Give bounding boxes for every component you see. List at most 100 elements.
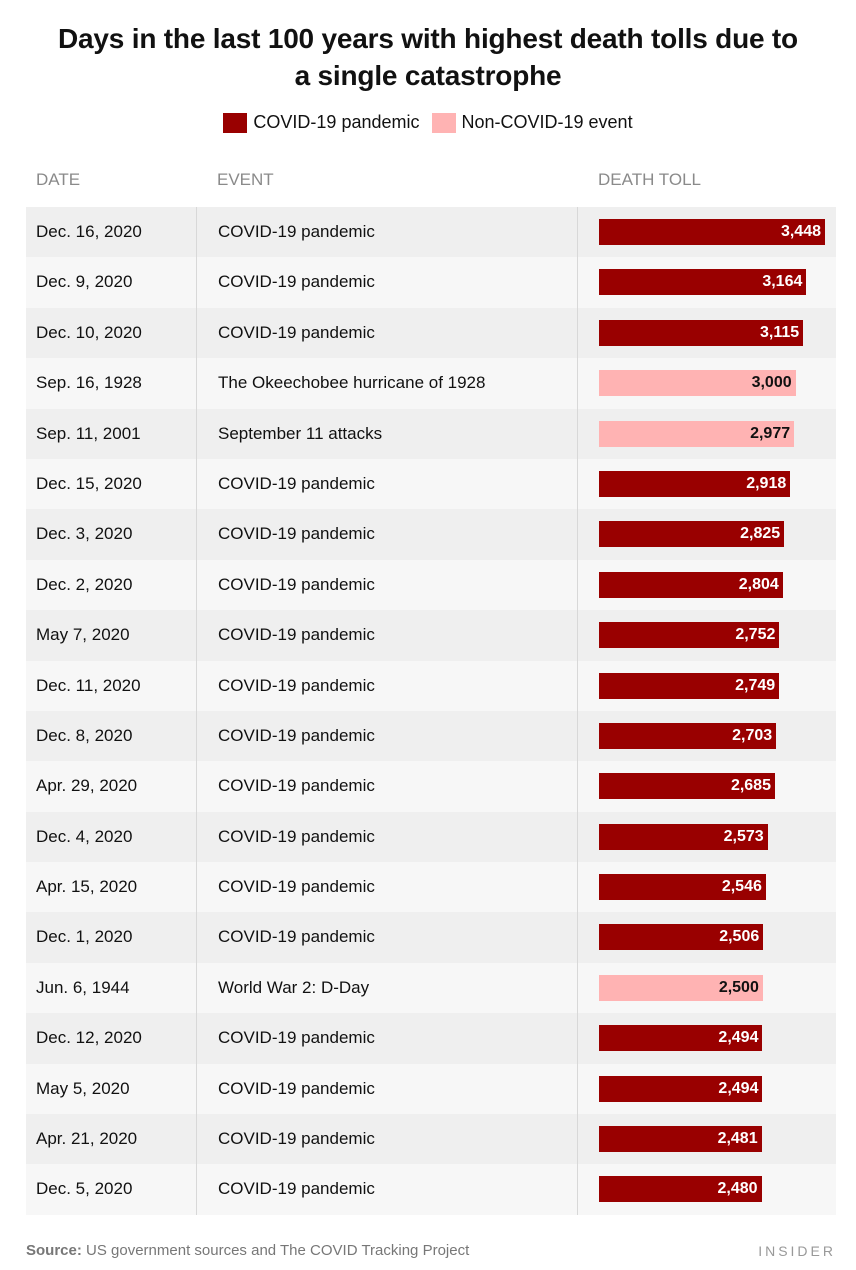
- row-event: COVID-19 pandemic: [218, 222, 375, 241]
- row-date: Apr. 15, 2020: [36, 877, 138, 897]
- row-event: World War 2: D-Day: [218, 977, 370, 997]
- row-event: COVID-19 pandemic: [218, 1129, 375, 1149]
- legend-label-covid: COVID-19 pandemic: [253, 112, 420, 132]
- row-date: Dec. 1, 2020: [36, 927, 133, 947]
- table-row: Dec. 15, 2020 COVID-19 pandemic 2,918: [26, 458, 836, 510]
- row-date: Dec. 2, 2020: [36, 574, 133, 594]
- row-event: COVID-19 pandemic: [218, 625, 375, 645]
- row-date: Dec. 5, 2020: [36, 1179, 133, 1199]
- source-note: Source: US government sources and The CO…: [26, 1242, 469, 1259]
- row-date: Dec. 11, 2020: [36, 675, 141, 695]
- column-headers: DATE EVENT DEATH TOLL: [0, 170, 856, 196]
- bar-value-label: 2,977: [750, 424, 791, 442]
- data-table: Dec. 16, 2020 COVID-19 pandemic 3,448 Dec. …: [26, 207, 836, 1215]
- bar-value-label: 3,115: [760, 323, 800, 341]
- row-date: May 7, 2020: [36, 625, 130, 645]
- row-event: COVID-19 pandemic: [218, 322, 375, 342]
- row-date: Sep. 11, 2001: [36, 423, 141, 443]
- table-row: May 5, 2020 COVID-19 pandemic 2,494: [26, 1063, 836, 1115]
- row-event: COVID-19 pandemic: [218, 826, 375, 846]
- bar: 2,494: [599, 1075, 763, 1102]
- chart-title: Days in the last 100 years with highest …: [0, 20, 856, 94]
- table-row: Dec. 2, 2020 COVID-19 pandemic 2,804: [26, 559, 836, 611]
- bar-value-label: 2,918: [746, 474, 787, 492]
- table-row: Dec. 8, 2020 COVID-19 pandemic 2,703: [26, 710, 836, 762]
- table-row: Dec. 11, 2020 COVID-19 pandemic 2,749: [26, 660, 836, 711]
- row-event: COVID-19 pandemic: [218, 574, 375, 594]
- column-header-event: EVENT: [217, 170, 274, 189]
- table-row: Sep. 11, 2001 September 11 attacks 2,977: [26, 408, 836, 459]
- legend-swatch-covid: [223, 112, 248, 133]
- row-date: Apr. 21, 2020: [36, 1129, 138, 1149]
- bar-value-label: 2,546: [721, 878, 762, 896]
- table-row: Apr. 21, 2020 COVID-19 pandemic 2,481: [26, 1114, 836, 1165]
- row-event: COVID-19 pandemic: [218, 1078, 375, 1098]
- row-event: COVID-19 pandemic: [218, 1028, 375, 1048]
- bar-value-label: 2,506: [719, 928, 760, 946]
- row-date: Dec. 10, 2020: [36, 322, 142, 342]
- row-date: Dec. 16, 2020: [36, 222, 142, 241]
- bar-value-label: 2,573: [723, 827, 764, 845]
- bar-value-label: 3,000: [751, 374, 792, 392]
- bar: 2,804: [599, 571, 783, 598]
- row-event: The Okeechobee hurricane of 1928: [218, 373, 486, 393]
- legend-label-non-covid: Non-COVID-19 event: [461, 112, 633, 132]
- bar: 2,918: [599, 470, 791, 497]
- bar: 2,494: [599, 1025, 763, 1052]
- source-label: Source:: [26, 1242, 82, 1259]
- bar: 2,752: [599, 622, 780, 649]
- row-event: COVID-19 pandemic: [218, 272, 375, 292]
- table-row: Apr. 29, 2020 COVID-19 pandemic 2,685: [26, 761, 836, 812]
- table-row: Dec. 16, 2020 COVID-19 pandemic 3,448: [26, 207, 836, 258]
- bar: 2,977: [599, 420, 795, 447]
- row-event: COVID-19 pandemic: [218, 725, 375, 745]
- table-row: Apr. 15, 2020 COVID-19 pandemic 2,546: [26, 862, 836, 913]
- row-date: May 5, 2020: [36, 1078, 130, 1098]
- bar-value-label: 2,685: [730, 777, 771, 795]
- bar: 2,506: [599, 924, 764, 951]
- column-header-date: DATE: [36, 170, 81, 189]
- column-divider-1: [196, 207, 197, 1215]
- row-date: Dec. 8, 2020: [36, 725, 133, 745]
- legend-item-covid: COVID-19 pandemic: [223, 112, 420, 133]
- bar: 2,703: [599, 722, 777, 749]
- row-date: Dec. 4, 2020: [36, 826, 133, 846]
- row-date: Dec. 3, 2020: [36, 524, 133, 544]
- bar-value-label: 2,494: [718, 1079, 759, 1097]
- row-date: Sep. 16, 1928: [36, 373, 142, 393]
- bar-value-label: 2,480: [717, 1180, 758, 1198]
- bar: 2,685: [599, 773, 775, 800]
- bar: 2,546: [599, 874, 766, 901]
- table-row: Sep. 16, 1928 The Okeechobee hurricane of…: [26, 358, 836, 409]
- row-date: Dec. 15, 2020: [36, 473, 142, 493]
- chart-title-line-1: Days in the last 100 years with highest …: [58, 23, 798, 54]
- bar-value-label: 2,804: [738, 575, 779, 593]
- bar: 2,481: [599, 1126, 762, 1153]
- bar: 2,500: [599, 974, 763, 1001]
- bar-value-label: 2,500: [718, 978, 759, 996]
- bar-value-label: 3,448: [780, 223, 821, 240]
- table-row: May 7, 2020 COVID-19 pandemic 2,752: [26, 610, 836, 661]
- brand-logo: INSIDER: [758, 1243, 836, 1259]
- column-divider-2: [577, 207, 578, 1215]
- row-date: Jun. 6, 1944: [36, 977, 130, 997]
- row-date: Apr. 29, 2020: [36, 776, 138, 796]
- bar: 2,480: [599, 1176, 762, 1203]
- legend-item-non-covid: Non-COVID-19 event: [431, 112, 633, 133]
- column-header-death-toll: DEATH TOLL: [598, 170, 701, 189]
- row-event: September 11 attacks: [218, 423, 383, 443]
- row-date: Dec. 12, 2020: [36, 1028, 142, 1048]
- table-row: Dec. 3, 2020 COVID-19 pandemic 2,825: [26, 509, 836, 560]
- bar: 3,000: [599, 370, 796, 397]
- row-event: COVID-19 pandemic: [218, 524, 375, 544]
- row-date: Dec. 9, 2020: [36, 272, 133, 292]
- bar: 3,115: [599, 319, 804, 346]
- bar: 2,573: [599, 823, 768, 850]
- table-row: Dec. 9, 2020 COVID-19 pandemic 3,164: [26, 257, 836, 308]
- table-row: Dec. 12, 2020 COVID-19 pandemic 2,494: [26, 1013, 836, 1064]
- bar-value-label: 3,164: [762, 273, 803, 291]
- bar-value-label: 2,494: [718, 1029, 759, 1047]
- table-row: Dec. 1, 2020 COVID-19 pandemic 2,506: [26, 912, 836, 963]
- row-event: COVID-19 pandemic: [218, 1179, 375, 1199]
- row-event: COVID-19 pandemic: [218, 776, 375, 796]
